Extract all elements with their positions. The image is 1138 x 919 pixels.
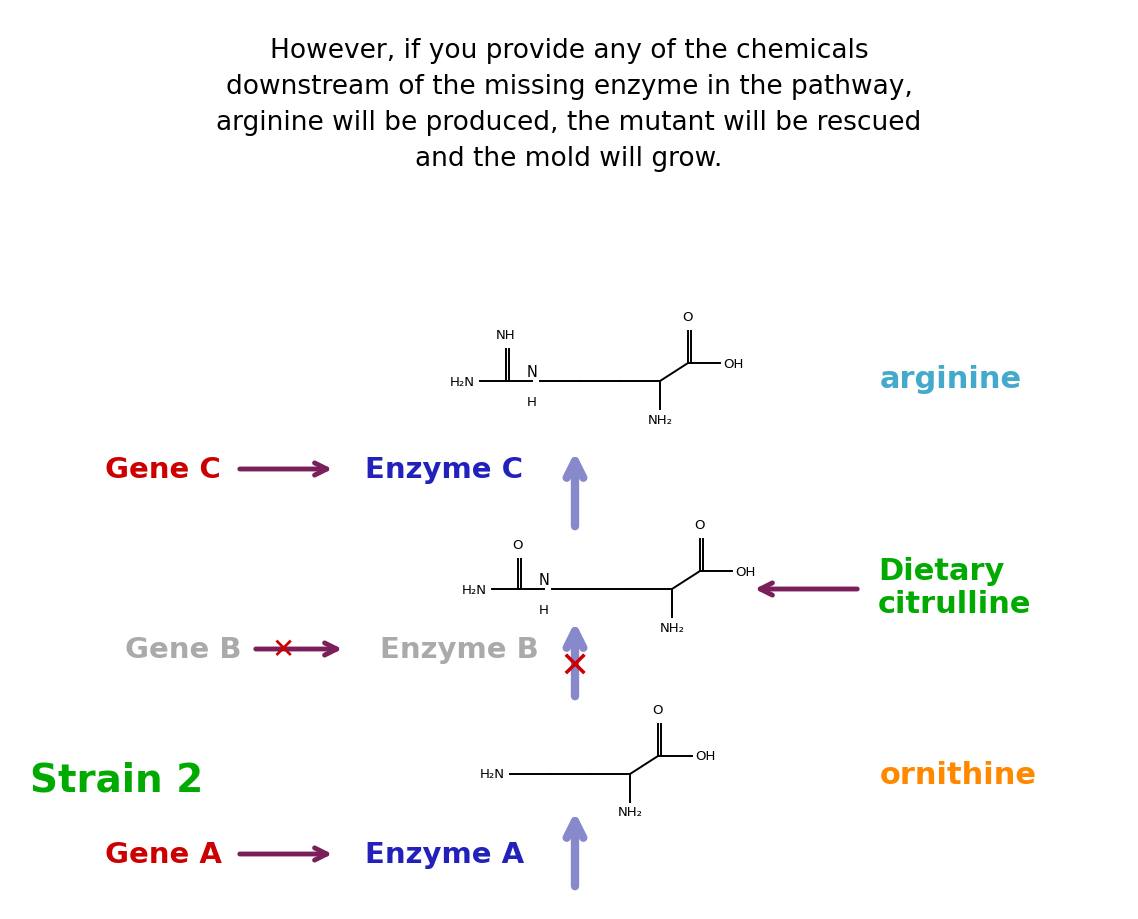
Text: Enzyme A: Enzyme A <box>365 840 525 868</box>
Text: O: O <box>653 703 663 716</box>
Text: H: H <box>539 604 549 617</box>
Text: H: H <box>527 395 537 409</box>
Text: OH: OH <box>695 750 716 763</box>
Text: O: O <box>513 539 523 551</box>
Text: arginine: arginine <box>880 365 1022 394</box>
Text: Strain 2: Strain 2 <box>30 760 204 798</box>
Text: H₂N: H₂N <box>450 375 475 388</box>
Text: ✕: ✕ <box>560 651 591 685</box>
Text: OH: OH <box>723 357 743 370</box>
Text: NH₂: NH₂ <box>648 413 673 426</box>
Text: Gene B: Gene B <box>125 635 241 664</box>
Text: ornithine: ornithine <box>880 760 1037 789</box>
Text: NH₂: NH₂ <box>618 806 643 819</box>
Text: N: N <box>527 365 537 380</box>
Text: OH: OH <box>735 565 756 578</box>
Text: Enzyme B: Enzyme B <box>380 635 538 664</box>
Text: NH: NH <box>496 329 516 342</box>
Text: ✕: ✕ <box>271 635 295 664</box>
Text: Gene A: Gene A <box>105 840 222 868</box>
Text: However, if you provide any of the chemicals
downstream of the missing enzyme in: However, if you provide any of the chemi… <box>216 38 922 172</box>
Text: Gene C: Gene C <box>105 456 221 483</box>
Text: N: N <box>538 573 550 587</box>
Text: O: O <box>695 518 706 531</box>
Text: Dietary
citrulline: Dietary citrulline <box>879 556 1031 618</box>
Text: H₂N: H₂N <box>462 583 487 596</box>
Text: H₂N: H₂N <box>480 767 505 780</box>
Text: Enzyme C: Enzyme C <box>365 456 523 483</box>
Text: O: O <box>683 311 693 323</box>
Text: NH₂: NH₂ <box>660 621 684 634</box>
